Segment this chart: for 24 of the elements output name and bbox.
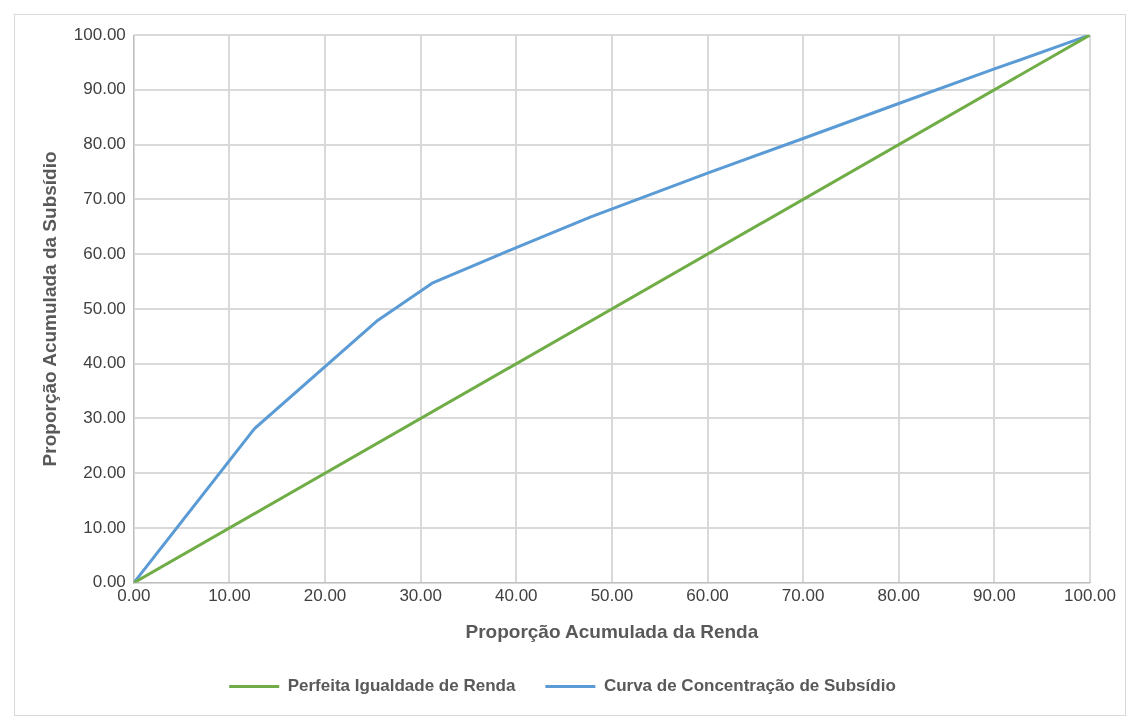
legend-label: Perfeita Igualdade de Renda bbox=[287, 676, 516, 696]
y-tick-label: 10.00 bbox=[83, 517, 126, 537]
y-tick-label: 20.00 bbox=[83, 462, 126, 482]
x-tick-label: 50.00 bbox=[590, 585, 634, 605]
x-tick-label: 40.00 bbox=[495, 585, 538, 605]
x-tick-label: 80.00 bbox=[877, 585, 921, 605]
x-tick-label: 60.00 bbox=[686, 585, 729, 605]
legend-label: Curva de Concentração de Subsídio bbox=[603, 676, 896, 696]
y-tick-label: 70.00 bbox=[83, 189, 126, 209]
y-tick-label: 80.00 bbox=[83, 134, 126, 154]
x-axis-title: Proporção Acumulada da Renda bbox=[465, 620, 759, 642]
y-tick-label: 100.00 bbox=[73, 24, 126, 44]
y-tick-label: 90.00 bbox=[83, 79, 126, 99]
x-tick-label: 10.00 bbox=[208, 585, 251, 605]
y-tick-label: 50.00 bbox=[83, 298, 126, 318]
x-tick-label: 70.00 bbox=[781, 585, 825, 605]
x-tick-label: 100.00 bbox=[1064, 585, 1116, 605]
x-tick-label: 20.00 bbox=[303, 585, 347, 605]
y-tick-label: 40.00 bbox=[83, 353, 126, 373]
y-tick-label: 60.00 bbox=[83, 243, 126, 263]
y-axis-title: Proporção Acumulada da Subsídio bbox=[38, 151, 60, 467]
x-tick-label: 90.00 bbox=[973, 585, 1016, 605]
y-tick-label: 30.00 bbox=[83, 408, 126, 428]
x-tick-label: 30.00 bbox=[399, 585, 442, 605]
